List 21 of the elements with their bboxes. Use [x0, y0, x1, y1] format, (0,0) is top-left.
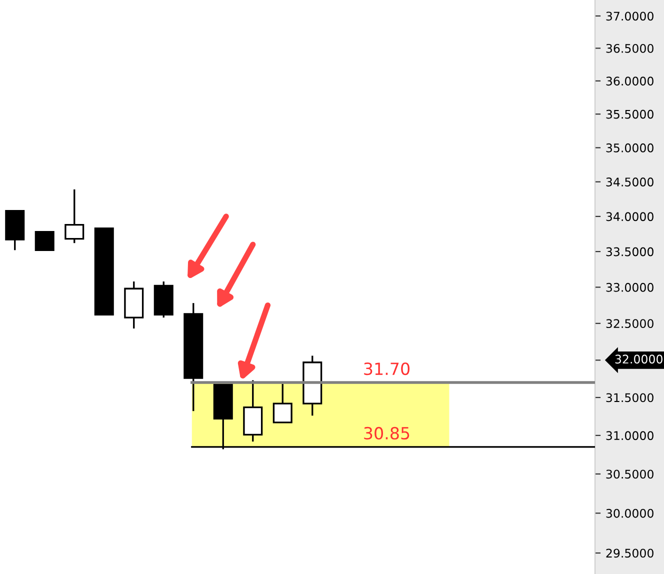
- y-tick-label: 33.0000: [606, 282, 654, 292]
- y-tick-label: 31.0000: [606, 431, 654, 440]
- candlestick: [34, 230, 54, 251]
- candlestick: [64, 188, 84, 244]
- text: 32.0000: [615, 354, 662, 364]
- y-tick-label: 34.5000: [606, 178, 654, 186]
- y-tick-label: 29.5000: [606, 548, 654, 558]
- ref-line-label: 31.70: [364, 362, 410, 376]
- y-tick-label: 36.5000: [606, 44, 654, 53]
- candlestick: [272, 383, 292, 424]
- y-tick-label: 35.5000: [606, 110, 654, 119]
- y-tick-label: 33.5000: [606, 247, 654, 256]
- y-tick-label: 32.5000: [606, 319, 654, 328]
- y-tick-label: 35.0000: [606, 143, 654, 152]
- y-tick-label: 36.0000: [606, 76, 654, 86]
- y-tick-label: 30.5000: [606, 470, 654, 479]
- y-tick-label: 30.0000: [606, 508, 654, 518]
- y-tick-label: 37.0000: [606, 12, 654, 21]
- y-tick-label: 34.0000: [606, 212, 654, 222]
- ref-line-label: 30.85: [364, 426, 410, 440]
- y-tick-label: 31.5000: [606, 393, 654, 402]
